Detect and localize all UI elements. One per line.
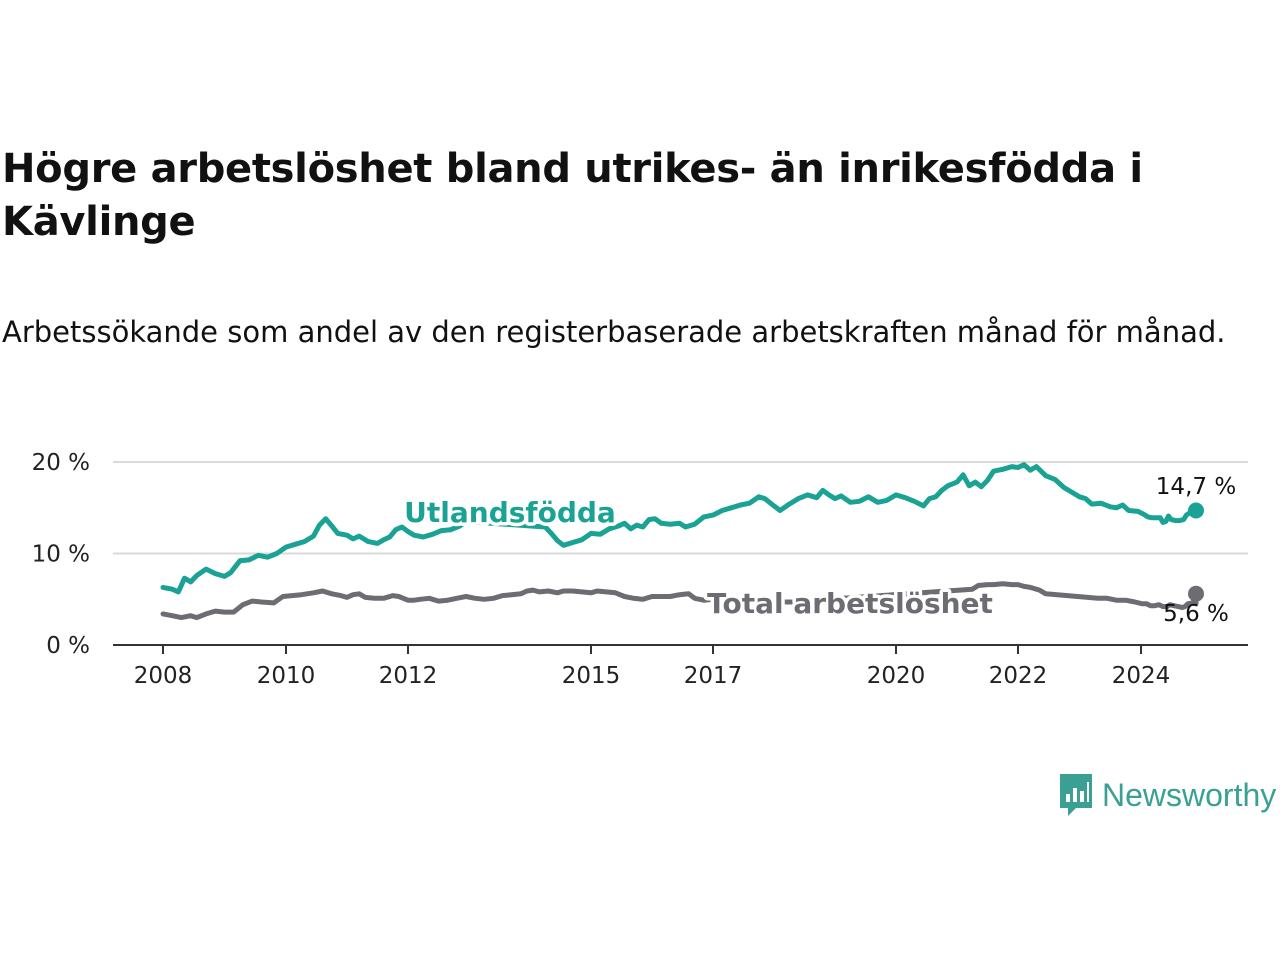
y-tick-label: 20 % [32,450,90,476]
x-tick-label: 2022 [989,663,1048,689]
labels: 0 % 10 % 20 % 2008 2010 2012 2015 2017 2020 2022 2… [32,450,1237,689]
utlandsfodda-series-label: Utlandsfödda [404,496,616,529]
x-tick-label: 2015 [562,663,621,689]
utlandsfodda-end-marker [1188,502,1204,519]
line-chart: 0 % 10 % 20 % 2008 2010 2012 2015 2017 2020 2022 2… [32,450,1248,689]
x-tick-label: 2020 [867,663,926,689]
utlandsfodda-line [160,462,1199,595]
brand-name: Newsworthy [1102,776,1277,813]
chart-title: Högre arbetslöshet bland utrikes- än inr… [2,146,1143,245]
total-series-label: Total arbetslöshet [707,587,993,620]
y-tick-label: 10 % [32,542,90,568]
utlandsfodda-end-label: 14,7 % [1156,474,1236,500]
total-line [160,581,1199,621]
x-tick-label: 2024 [1112,663,1171,689]
x-tick-label: 2010 [257,663,316,689]
total-end-label: 5,6 % [1163,601,1229,627]
series-lines [160,462,1204,621]
newsworthy-logo: Newsworthy [1058,772,1276,818]
bar-chart-icon [1060,774,1092,816]
y-tick-label: 0 % [46,633,90,659]
total-end-marker [1188,585,1204,602]
chart-subtitle: Arbetssökande som andel av den registerb… [2,315,1226,349]
x-tick-label: 2008 [134,663,193,689]
x-tick-label: 2017 [684,663,743,689]
x-tick-label: 2012 [379,663,438,689]
gridlines [113,461,1248,654]
